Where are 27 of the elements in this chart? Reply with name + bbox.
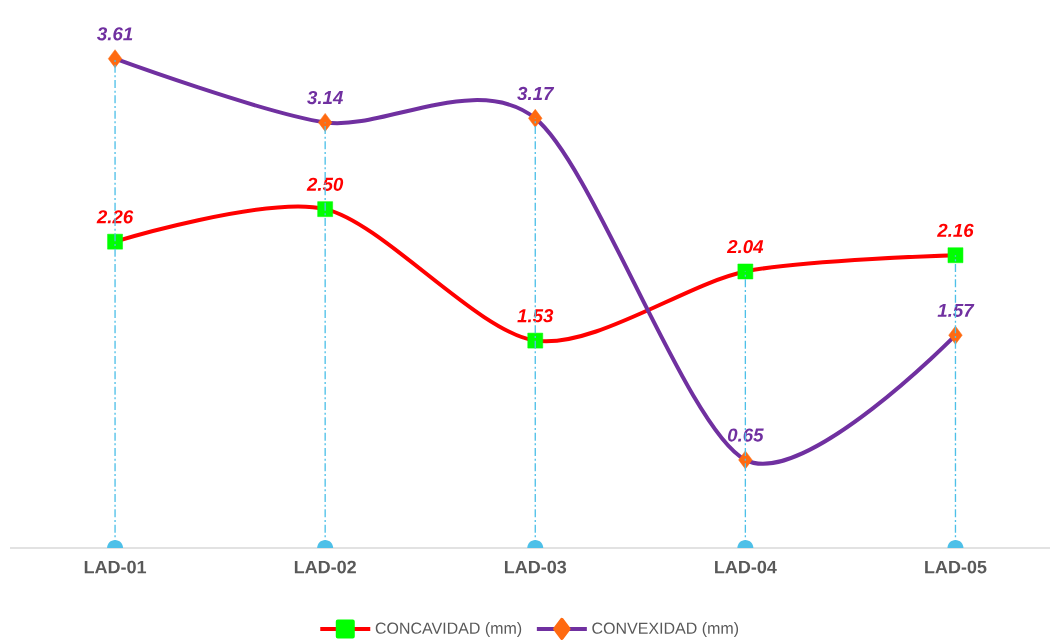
- point: [948, 325, 963, 345]
- x-tick-label: LAD-02: [294, 560, 356, 574]
- data-label: 2.04: [726, 239, 764, 254]
- data-label: 3.14: [307, 90, 343, 105]
- data-label: 2.26: [96, 210, 134, 224]
- data-label: 3.61: [97, 27, 133, 41]
- point: [528, 109, 543, 128]
- data-label: 1.53: [517, 309, 554, 323]
- data-label: 2.16: [937, 223, 974, 237]
- legend-label: CONVEXIDAD (mm): [592, 622, 739, 637]
- point: [738, 450, 753, 470]
- point: [318, 113, 333, 132]
- point: [947, 247, 964, 263]
- point: [527, 332, 544, 349]
- point: [108, 49, 123, 68]
- data-label: 3.17: [517, 86, 555, 101]
- x-tick-label: LAD-03: [504, 560, 567, 574]
- data-label: 0.65: [727, 428, 764, 442]
- x-tick-label: LAD-04: [715, 560, 777, 574]
- point: [107, 233, 123, 250]
- data-label: 1.57: [937, 303, 975, 317]
- legend-label: CONCAVIDAD (mm): [375, 622, 522, 637]
- data-label: 2.50: [306, 177, 344, 191]
- x-tick-label: LAD-01: [84, 560, 147, 574]
- point: [317, 201, 333, 217]
- x-tick-label: LAD-05: [925, 560, 987, 574]
- point: [737, 263, 754, 280]
